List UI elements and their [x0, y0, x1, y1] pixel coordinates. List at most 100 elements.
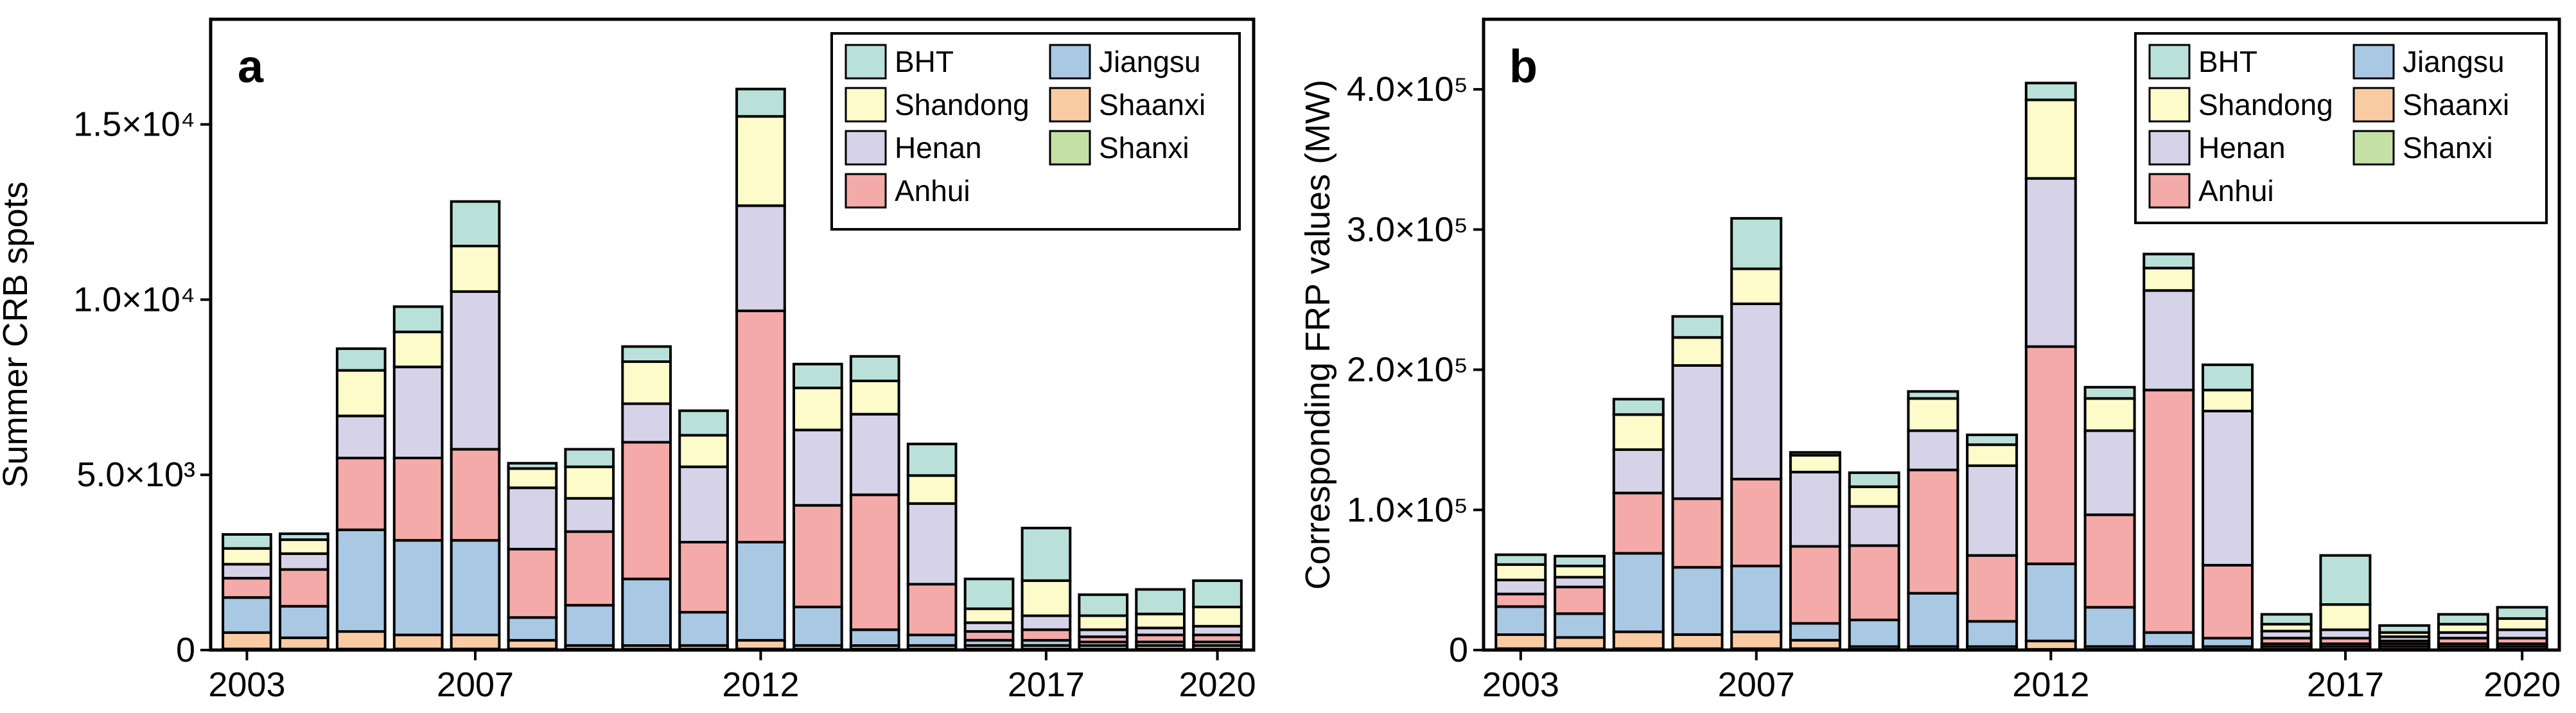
y-tick-label: 0 — [1449, 631, 1468, 669]
bar-shandong-2020 — [1192, 605, 1243, 628]
x-tick-label: 2012 — [722, 665, 799, 704]
bars-b — [1494, 82, 2548, 652]
bar-shandong-2016 — [963, 607, 1015, 624]
bar-henan-2014 — [849, 412, 900, 497]
bar-anhui-2006 — [392, 457, 444, 542]
bar-jiangsu-2006 — [1671, 566, 1724, 636]
bar-shaanxi-2005 — [1612, 630, 1665, 650]
bar-jiangsu-2005 — [1612, 552, 1665, 633]
bar-henan-2006 — [392, 365, 444, 460]
bar-anhui-2013 — [2083, 513, 2136, 609]
bar-jiangsu-2008 — [1789, 622, 1841, 642]
panel-label: b — [1509, 41, 1538, 92]
bar-jiangsu-2007 — [450, 539, 501, 637]
legend-label-shaanxi: Shaanxi — [2403, 88, 2509, 121]
bar-henan-2006 — [1671, 364, 1724, 500]
bar-bht-2004 — [1554, 554, 1606, 568]
bar-shandong-2010 — [1907, 397, 1959, 432]
bar-henan-2004 — [279, 552, 329, 571]
bar-shandong-2010 — [621, 360, 672, 405]
bar-anhui-2010 — [621, 441, 672, 581]
bar-bht-2015 — [906, 443, 958, 477]
x-tick-label: 2017 — [1008, 665, 1085, 704]
bar-bht-2007 — [450, 200, 501, 248]
bar-jiangsu-2010 — [1907, 592, 1959, 648]
bar-anhui-2015 — [906, 583, 958, 637]
panel-a: 0 5.0×10³ 1.0×10⁴ 1.5×10⁴ 2003 2007 2012 2017 20… — [0, 17, 1256, 704]
bar-shandong-2011 — [1966, 443, 2019, 467]
bar-henan-2008 — [507, 486, 558, 550]
bar-henan-2003 — [1494, 578, 1547, 595]
legend-label-jiangsu: Jiangsu — [1099, 45, 1201, 78]
bar-shandong-2007 — [450, 245, 501, 293]
bar-shandong-2017 — [1021, 579, 1072, 617]
y-axis-title: Corresponding FRP values (MW) — [1299, 80, 1337, 590]
bar-jiangsu-2012 — [735, 541, 786, 642]
x-tick-label: 2007 — [1718, 665, 1795, 704]
bar-anhui-2012 — [2024, 345, 2077, 565]
bar-jiangsu-2015 — [906, 633, 958, 647]
bar-bht-2006 — [1671, 315, 1724, 339]
bar-jiangsu-2008 — [507, 616, 558, 642]
bar-jiangsu-2005 — [335, 528, 387, 633]
legend-swatch-anhui — [2148, 173, 2191, 209]
x-tick-label: 2012 — [2012, 665, 2089, 704]
bar-bht-2008 — [507, 462, 558, 470]
legend-label-jiangsu: Jiangsu — [2403, 45, 2505, 78]
bar-henan-2012 — [2024, 177, 2077, 348]
bar-shandong-2009 — [1848, 485, 1900, 508]
bar-anhui-2017 — [1021, 628, 1072, 642]
bar-henan-2010 — [1907, 429, 1959, 471]
y-tick-label: 4.0×10⁵ — [1347, 70, 1468, 109]
y-tick-label: 1.5×10⁴ — [73, 105, 195, 144]
bar-bht-2010 — [621, 345, 672, 363]
legend-swatch-shandong — [845, 87, 887, 123]
bar-anhui-2013 — [793, 504, 843, 608]
bar-bht-2012 — [2024, 82, 2077, 101]
bar-shandong-2003 — [222, 547, 272, 566]
bar-jiangsu-2007 — [1730, 565, 1783, 633]
bar-henan-2012 — [735, 204, 786, 312]
bar-bht-2013 — [2083, 385, 2136, 400]
bar-jiangsu-2009 — [564, 604, 615, 647]
bar-shandong-2015 — [906, 474, 958, 505]
y-axis-title: Summer CRB spots — [0, 181, 35, 488]
x-tick-label: 2017 — [2307, 665, 2384, 704]
x-tick-label: 2020 — [2484, 665, 2561, 704]
bar-shandong-2013 — [2083, 397, 2136, 432]
bar-henan-2005 — [335, 414, 387, 460]
panel-label: a — [238, 41, 264, 92]
legend-a: BHT Shandong Henan Anhui Jiangsu Shaanxi Shanx… — [830, 32, 1241, 231]
bar-shandong-2003 — [1494, 563, 1547, 581]
bar-bht-2005 — [335, 347, 387, 372]
bar-bht-2016 — [2260, 613, 2313, 626]
bar-henan-2007 — [450, 290, 501, 451]
bar-shaanxi-2005 — [335, 630, 387, 651]
bar-henan-2007 — [1730, 303, 1783, 480]
bar-shandong-2018 — [1078, 614, 1129, 631]
legend-swatch-bht — [845, 44, 887, 80]
plot-frame-b — [1482, 17, 2561, 652]
bar-anhui-2009 — [1848, 544, 1900, 622]
legend-swatch-shaanxi — [1049, 87, 1091, 123]
bar-jiangsu-2014 — [2142, 631, 2195, 648]
bar-anhui-2003 — [1494, 592, 1547, 608]
legend-swatch-shandong — [2148, 87, 2191, 123]
bar-henan-2005 — [1612, 448, 1665, 495]
bar-bht-2016 — [963, 577, 1015, 610]
bar-shandong-2009 — [564, 465, 615, 500]
bar-anhui-2003 — [222, 577, 272, 599]
bar-shandong-2017 — [2319, 603, 2372, 631]
bar-henan-2011 — [1966, 464, 2019, 557]
bar-bht-2018 — [1078, 593, 1129, 617]
bar-jiangsu-2003 — [1494, 605, 1547, 637]
bar-jiangsu-2013 — [2083, 606, 2136, 648]
bar-anhui-2011 — [1966, 554, 2019, 623]
bar-anhui-2014 — [2142, 389, 2195, 634]
bar-henan-2013 — [793, 428, 843, 507]
bar-anhui-2009 — [564, 530, 615, 607]
bar-bht-2014 — [849, 355, 900, 382]
bar-henan-2020 — [1192, 624, 1243, 637]
y-tick-label: 5.0×10³ — [76, 455, 195, 494]
legend-swatch-henan — [2148, 130, 2191, 166]
